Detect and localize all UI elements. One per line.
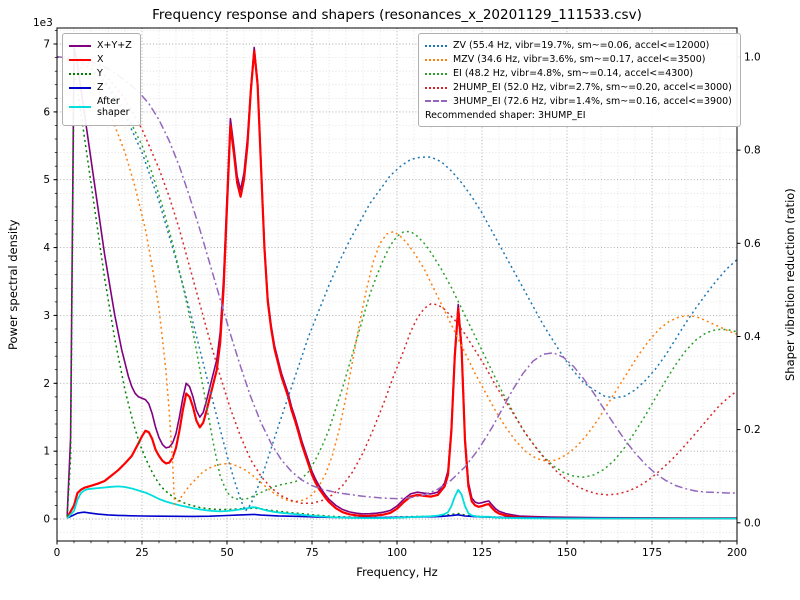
- legend-label: 2HUMP_EI (52.0 Hz, vibr=2.7%, sm~=0.20, …: [453, 81, 732, 93]
- shaper-legend-entries: ZV (55.4 Hz, vibr=19.7%, sm~=0.06, accel…: [425, 40, 732, 107]
- legend-label: After shaper: [97, 95, 130, 119]
- legend-label: 3HUMP_EI (72.6 Hz, vibr=1.4%, sm~=0.16, …: [453, 95, 732, 107]
- y-right-tick-label: 0.2: [744, 424, 761, 436]
- mzv-line-sample: [425, 58, 447, 61]
- x-tick-label: 75: [305, 547, 318, 559]
- x-tick-label: 0: [54, 547, 61, 559]
- y-left-tick-label: 1: [43, 446, 50, 458]
- 3hump-ei-line-sample: [425, 100, 447, 103]
- ei-line-sample: [425, 72, 447, 75]
- tick-labels: 0 25 50 75 100 125 150 175 200 0 1 2 3 4 5 6 7 0.0 0.2 0.4 0…: [43, 39, 761, 560]
- y-right-tick-label: 0.6: [744, 238, 761, 250]
- series-after-shaper: [66, 485, 737, 520]
- psd-legend: X+Y+Z X Y Z After shaper: [62, 33, 141, 127]
- legend-item-xyz: X+Y+Z: [69, 40, 132, 52]
- y-left-tick-label: 6: [43, 106, 50, 118]
- legend-label: Z: [97, 81, 104, 93]
- y-left-tick-label: 0: [43, 514, 50, 526]
- legend-item-x: X: [69, 54, 132, 66]
- legend-label: X: [97, 53, 104, 65]
- x-tick-label: 50: [220, 547, 233, 559]
- y-line-sample: [69, 72, 91, 75]
- x-axis-title: Frequency, Hz: [356, 565, 438, 579]
- legend-label: EI (48.2 Hz, vibr=4.8%, sm~=0.14, accel<…: [453, 67, 694, 79]
- 2hump-ei-line-sample: [425, 86, 447, 89]
- shaper-series: [57, 56, 737, 512]
- legend-item-2hump-ei: 2HUMP_EI (52.0 Hz, vibr=2.7%, sm~=0.20, …: [425, 82, 732, 94]
- chart-title: Frequency response and shapers (resonanc…: [152, 7, 642, 23]
- right-axis-title: Shaper vibration reduction (ratio): [783, 188, 797, 381]
- legend-item-y: Y: [69, 68, 132, 80]
- series-ei: [57, 56, 737, 501]
- legend-label: MZV (34.6 Hz, vibr=3.6%, sm~=0.17, accel…: [453, 53, 706, 65]
- y-left-tick-label: 5: [43, 174, 50, 186]
- legend-item-ei: EI (48.2 Hz, vibr=4.8%, sm~=0.14, accel<…: [425, 68, 732, 80]
- x-tick-label: 25: [135, 547, 148, 559]
- x-tick-label: 175: [642, 547, 662, 559]
- legend-label: Y: [97, 67, 103, 79]
- y-right-tick-label: 0.8: [744, 145, 761, 157]
- legend-item-after-shaper: After shaper: [69, 96, 132, 120]
- legend-item-zv: ZV (55.4 Hz, vibr=19.7%, sm~=0.06, accel…: [425, 40, 732, 52]
- y-right-tick-label: 0.0: [744, 517, 761, 529]
- xyz-line-sample: [69, 44, 91, 47]
- legend-item-z: Z: [69, 82, 132, 94]
- y-right-tick-label: 0.4: [744, 331, 761, 343]
- z-line-sample: [69, 86, 91, 89]
- y-right-tick-label: 1.0: [744, 51, 761, 63]
- legend-item-3hump-ei: 3HUMP_EI (72.6 Hz, vibr=1.4%, sm~=0.16, …: [425, 96, 732, 108]
- legend-label: ZV (55.4 Hz, vibr=19.7%, sm~=0.06, accel…: [453, 40, 710, 51]
- x-tick-label: 200: [727, 547, 747, 559]
- psd-series: [66, 46, 737, 520]
- y-left-tick-label: 2: [43, 378, 50, 390]
- left-axis-title: Power spectral density: [6, 219, 20, 350]
- x-line-sample: [69, 58, 91, 61]
- zv-line-sample: [425, 44, 447, 47]
- legend-label: X+Y+Z: [97, 40, 132, 51]
- y-left-tick-label: 4: [43, 242, 50, 254]
- series-3hump-ei: [57, 56, 737, 500]
- after-shaper-line-sample: [69, 106, 91, 109]
- shaper-legend: ZV (55.4 Hz, vibr=19.7%, sm~=0.06, accel…: [418, 33, 741, 128]
- y-left-tick-label: 3: [43, 310, 50, 322]
- recommended-shaper-note: Recommended shaper: 3HUMP_EI: [425, 110, 586, 122]
- y-left-tick-label: 7: [43, 39, 50, 51]
- legend-item-mzv: MZV (34.6 Hz, vibr=3.6%, sm~=0.17, accel…: [425, 54, 732, 66]
- x-tick-label: 150: [557, 547, 577, 559]
- x-tick-label: 100: [387, 547, 407, 559]
- axis-ticks: [53, 30, 741, 545]
- x-tick-label: 125: [472, 547, 492, 559]
- series-x: [66, 49, 737, 520]
- left-axis-offset-label: 1e3: [33, 17, 53, 29]
